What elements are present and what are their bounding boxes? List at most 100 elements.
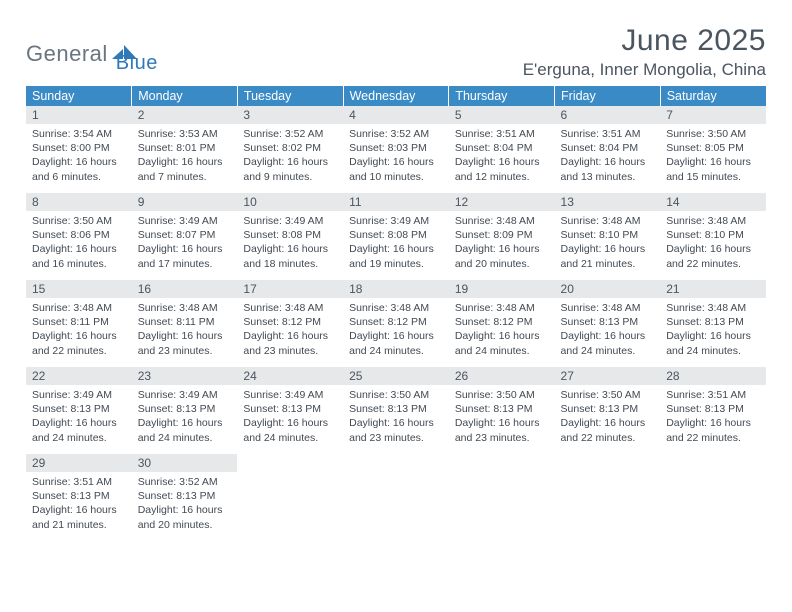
sunset-line: Sunset: 8:13 PM	[455, 402, 549, 416]
calendar-table: Sunday Monday Tuesday Wednesday Thursday…	[26, 86, 766, 541]
sunrise-line: Sunrise: 3:52 AM	[138, 475, 232, 489]
daylight-line: Daylight: 16 hours and 7 minutes.	[138, 155, 232, 183]
day-number: 29	[26, 454, 132, 472]
daylight-line: Daylight: 16 hours and 17 minutes.	[138, 242, 232, 270]
daylight-line: Daylight: 16 hours and 21 minutes.	[561, 242, 655, 270]
sunrise-line: Sunrise: 3:52 AM	[349, 127, 443, 141]
calendar-day-cell: 8Sunrise: 3:50 AMSunset: 8:06 PMDaylight…	[26, 193, 132, 280]
calendar-day-cell: 29Sunrise: 3:51 AMSunset: 8:13 PMDayligh…	[26, 454, 132, 541]
calendar-day-cell: 21Sunrise: 3:48 AMSunset: 8:13 PMDayligh…	[660, 280, 766, 367]
daylight-line: Daylight: 16 hours and 21 minutes.	[32, 503, 126, 531]
calendar-day-cell: 7Sunrise: 3:50 AMSunset: 8:05 PMDaylight…	[660, 106, 766, 193]
day-number: 27	[555, 367, 661, 385]
day-header: Thursday	[449, 86, 555, 106]
sunset-line: Sunset: 8:12 PM	[243, 315, 337, 329]
daylight-line: Daylight: 16 hours and 23 minutes.	[138, 329, 232, 357]
day-number: 2	[132, 106, 238, 124]
calendar-day-cell: 23Sunrise: 3:49 AMSunset: 8:13 PMDayligh…	[132, 367, 238, 454]
sunrise-line: Sunrise: 3:50 AM	[32, 214, 126, 228]
sunrise-line: Sunrise: 3:48 AM	[455, 301, 549, 315]
sunrise-line: Sunrise: 3:49 AM	[32, 388, 126, 402]
daylight-line: Daylight: 16 hours and 10 minutes.	[349, 155, 443, 183]
calendar-day-cell	[660, 454, 766, 541]
calendar-day-cell: 19 Sunrise: 3:48 AMSunset: 8:12 PMDayligh…	[449, 280, 555, 367]
daylight-line: Daylight: 16 hours and 23 minutes.	[455, 416, 549, 444]
daylight-line: Daylight: 16 hours and 23 minutes.	[243, 329, 337, 357]
calendar-day-cell: 16Sunrise: 3:48 AMSunset: 8:11 PMDayligh…	[132, 280, 238, 367]
daylight-line: Daylight: 16 hours and 19 minutes.	[349, 242, 443, 270]
sunrise-line: Sunrise: 3:49 AM	[138, 388, 232, 402]
sunset-line: Sunset: 8:12 PM	[455, 315, 549, 329]
sunset-line: Sunset: 8:04 PM	[455, 141, 549, 155]
sunrise-line: Sunrise: 3:48 AM	[666, 214, 760, 228]
day-number: 8	[26, 193, 132, 211]
day-header: Saturday	[660, 86, 766, 106]
day-number: 12	[449, 193, 555, 211]
daylight-line: Daylight: 16 hours and 24 minutes.	[455, 329, 549, 357]
daylight-line: Daylight: 16 hours and 22 minutes.	[666, 416, 760, 444]
sunrise-line: Sunrise: 3:54 AM	[32, 127, 126, 141]
day-number: 9	[132, 193, 238, 211]
day-number: 19	[449, 280, 555, 298]
sunset-line: Sunset: 8:13 PM	[666, 402, 760, 416]
calendar-day-cell: 28Sunrise: 3:51 AMSunset: 8:13 PMDayligh…	[660, 367, 766, 454]
daylight-line: Daylight: 16 hours and 23 minutes.	[349, 416, 443, 444]
sunrise-line: Sunrise: 3:49 AM	[138, 214, 232, 228]
daylight-line: Daylight: 16 hours and 24 minutes.	[243, 416, 337, 444]
sunrise-line: Sunrise: 3:51 AM	[561, 127, 655, 141]
day-number: 1	[26, 106, 132, 124]
day-header: Monday	[132, 86, 238, 106]
day-header: Sunday	[26, 86, 132, 106]
sunrise-line: Sunrise: 3:53 AM	[138, 127, 232, 141]
daylight-line: Daylight: 16 hours and 9 minutes.	[243, 155, 337, 183]
day-header: Friday	[555, 86, 661, 106]
calendar-week-row: 29Sunrise: 3:51 AMSunset: 8:13 PMDayligh…	[26, 454, 766, 541]
sunrise-line: Sunrise: 3:48 AM	[32, 301, 126, 315]
calendar-day-cell: 1Sunrise: 3:54 AMSunset: 8:00 PMDaylight…	[26, 106, 132, 193]
daylight-line: Daylight: 16 hours and 16 minutes.	[32, 242, 126, 270]
sunrise-line: Sunrise: 3:49 AM	[243, 388, 337, 402]
calendar-day-cell: 22Sunrise: 3:49 AMSunset: 8:13 PMDayligh…	[26, 367, 132, 454]
calendar-week-row: 22Sunrise: 3:49 AMSunset: 8:13 PMDayligh…	[26, 367, 766, 454]
sunrise-line: Sunrise: 3:49 AM	[243, 214, 337, 228]
sunset-line: Sunset: 8:04 PM	[561, 141, 655, 155]
day-number: 14	[660, 193, 766, 211]
sunset-line: Sunset: 8:13 PM	[138, 402, 232, 416]
daylight-line: Daylight: 16 hours and 24 minutes.	[32, 416, 126, 444]
day-number: 7	[660, 106, 766, 124]
sunrise-line: Sunrise: 3:49 AM	[349, 214, 443, 228]
daylight-line: Daylight: 16 hours and 24 minutes.	[666, 329, 760, 357]
sunset-line: Sunset: 8:09 PM	[455, 228, 549, 242]
calendar-day-cell: 15Sunrise: 3:48 AMSunset: 8:11 PMDayligh…	[26, 280, 132, 367]
day-number: 15	[26, 280, 132, 298]
sunset-line: Sunset: 8:11 PM	[138, 315, 232, 329]
daylight-line: Daylight: 16 hours and 18 minutes.	[243, 242, 337, 270]
sunset-line: Sunset: 8:01 PM	[138, 141, 232, 155]
day-number: 20	[555, 280, 661, 298]
day-number: 10	[237, 193, 343, 211]
sunset-line: Sunset: 8:10 PM	[561, 228, 655, 242]
day-number: 21	[660, 280, 766, 298]
sunrise-line: Sunrise: 3:50 AM	[349, 388, 443, 402]
calendar-day-cell: 11Sunrise: 3:49 AMSunset: 8:08 PMDayligh…	[343, 193, 449, 280]
daylight-line: Daylight: 16 hours and 22 minutes.	[666, 242, 760, 270]
daylight-line: Daylight: 16 hours and 6 minutes.	[32, 155, 126, 183]
day-number: 17	[237, 280, 343, 298]
calendar-day-cell: 14Sunrise: 3:48 AMSunset: 8:10 PMDayligh…	[660, 193, 766, 280]
day-number: 24	[237, 367, 343, 385]
calendar-day-cell	[237, 454, 343, 541]
calendar-day-cell: 17Sunrise: 3:48 AMSunset: 8:12 PMDayligh…	[237, 280, 343, 367]
calendar-day-cell: 26Sunrise: 3:50 AMSunset: 8:13 PMDayligh…	[449, 367, 555, 454]
sunset-line: Sunset: 8:13 PM	[138, 489, 232, 503]
calendar-day-cell: 10Sunrise: 3:49 AMSunset: 8:08 PMDayligh…	[237, 193, 343, 280]
daylight-line: Daylight: 16 hours and 12 minutes.	[455, 155, 549, 183]
sunset-line: Sunset: 8:05 PM	[666, 141, 760, 155]
sunrise-line: Sunrise: 3:50 AM	[561, 388, 655, 402]
daylight-line: Daylight: 16 hours and 20 minutes.	[455, 242, 549, 270]
calendar-day-cell: 12Sunrise: 3:48 AMSunset: 8:09 PMDayligh…	[449, 193, 555, 280]
calendar-day-cell: 4Sunrise: 3:52 AMSunset: 8:03 PMDaylight…	[343, 106, 449, 193]
calendar-day-cell: 27Sunrise: 3:50 AMSunset: 8:13 PMDayligh…	[555, 367, 661, 454]
sunset-line: Sunset: 8:13 PM	[666, 315, 760, 329]
location-subtitle: E'erguna, Inner Mongolia, China	[523, 60, 766, 80]
sunset-line: Sunset: 8:13 PM	[243, 402, 337, 416]
